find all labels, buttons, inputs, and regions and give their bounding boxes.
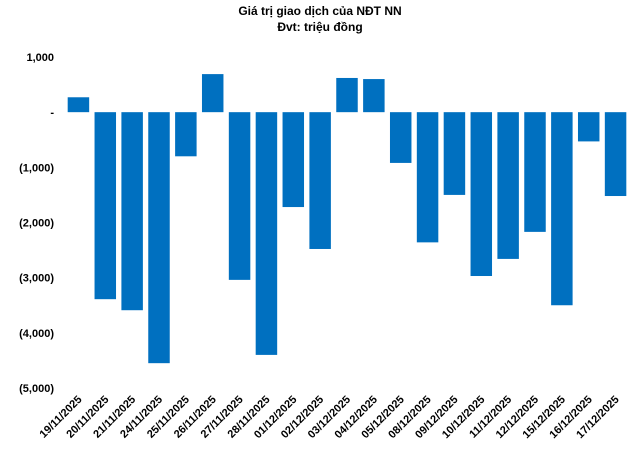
bar: [443, 112, 466, 195]
y-tick-label: -: [50, 107, 54, 119]
bar: [551, 112, 573, 306]
bar: [416, 112, 439, 243]
y-tick-label: (5,000): [19, 383, 54, 395]
y-tick-label: (1,000): [19, 162, 54, 174]
chart-title: Giá trị giao dịch của NĐT NN: [238, 4, 401, 18]
y-tick-label: 1,000: [26, 52, 54, 64]
bar: [470, 112, 493, 277]
bar: [175, 112, 197, 157]
y-tick-label: (2,000): [19, 218, 54, 230]
bar: [363, 79, 385, 113]
bar: [121, 112, 143, 311]
bar: [524, 112, 546, 232]
bar: [282, 112, 305, 208]
y-tick-label: (3,000): [19, 273, 54, 285]
bar: [67, 97, 90, 113]
bar: [497, 112, 519, 259]
bar: [336, 77, 358, 113]
bar: [94, 112, 117, 300]
bar: [148, 112, 170, 364]
chart-subtitle: Đvt: triệu đồng: [277, 20, 362, 34]
bar: [255, 112, 278, 355]
bar: [201, 74, 224, 113]
y-tick-label: (4,000): [19, 328, 54, 340]
bar: [309, 112, 331, 249]
bar: [604, 112, 627, 197]
bar: [577, 112, 600, 142]
bar: [228, 112, 251, 280]
bar: [389, 112, 412, 163]
